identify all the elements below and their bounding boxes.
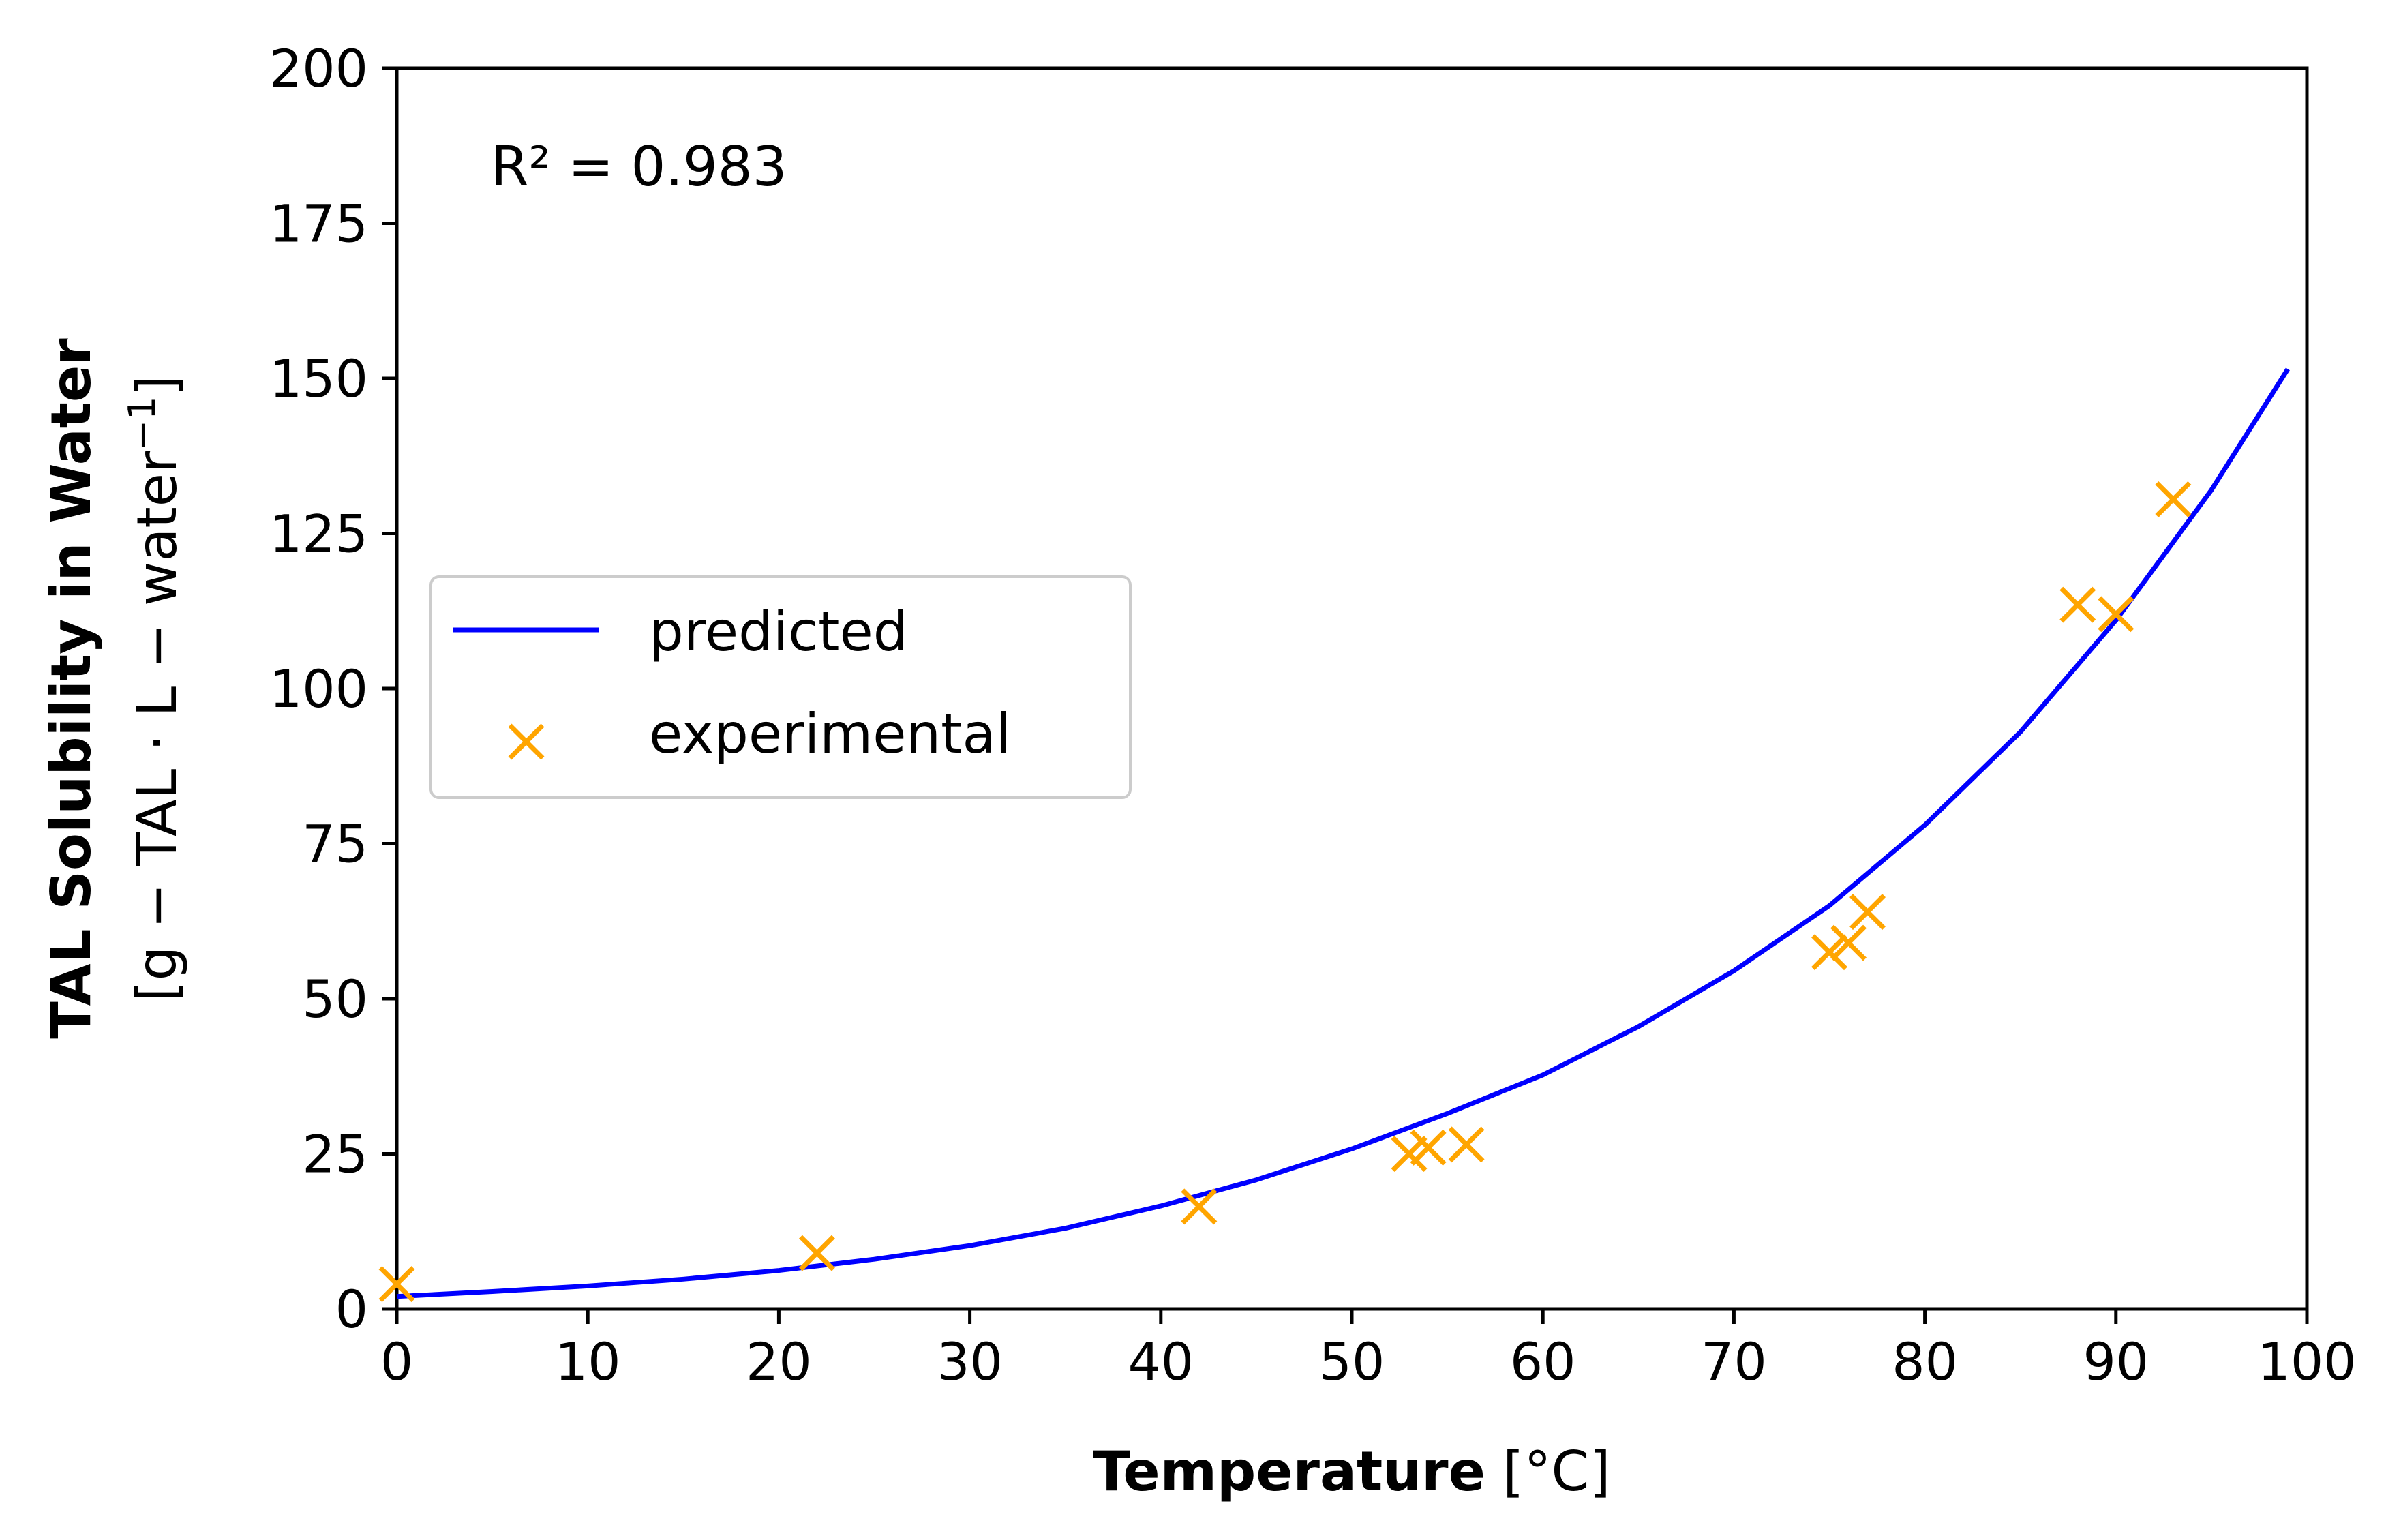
x-tick-label: 40: [1128, 1331, 1194, 1392]
y-tick-label: 50: [302, 969, 368, 1029]
x-tick-label: 0: [380, 1331, 413, 1392]
legend-box: [429, 575, 1132, 799]
x-axis-title-unit: [°C]: [1502, 1440, 1610, 1503]
x-tick-label: 50: [1319, 1331, 1385, 1392]
experimental-point: [2059, 586, 2096, 623]
y-axis-title: TAL Solubility in Water [g − TAL · L − w…: [40, 338, 189, 1039]
predicted-line: [396, 367, 2290, 1299]
y-tick-label: 200: [269, 38, 368, 99]
x-tick-label: 90: [2083, 1331, 2149, 1392]
experimental-point: [798, 1235, 835, 1271]
legend-label-experimental: experimental: [649, 702, 1011, 766]
r-squared-annotation: R² = 0.983: [491, 135, 787, 198]
experimental-point: [2155, 481, 2192, 517]
experimental-series: [378, 481, 2192, 1303]
experimental-point: [2098, 596, 2134, 633]
experimental-point: [1448, 1126, 1485, 1163]
x-tick-label: 20: [746, 1331, 812, 1392]
x-tick-label: 30: [937, 1331, 1003, 1392]
y-tick-label: 75: [302, 814, 368, 875]
x-axis-ticks: 0 10 20 30 40 50 60 70 80 90 100: [380, 1309, 2357, 1392]
x-axis-title: Temperature [°C]: [1093, 1440, 1610, 1503]
experimental-point: [1811, 934, 1847, 971]
y-tick-label: 100: [269, 659, 368, 719]
y-tick-label: 150: [269, 348, 368, 409]
x-axis-title-bold: Temperature: [1093, 1440, 1485, 1503]
legend-label-predicted: predicted: [649, 600, 908, 663]
experimental-point: [1830, 924, 1867, 961]
x-tick-label: 100: [2257, 1331, 2356, 1392]
predicted-series: [396, 367, 2290, 1299]
legend: predicted experimental: [429, 575, 1132, 799]
y-tick-label: 25: [302, 1124, 368, 1185]
y-axis-ticks: 0 25 50 75 100 125 150 175 200: [269, 38, 397, 1340]
experimental-point: [1181, 1188, 1218, 1225]
legend-x-marker: [508, 723, 545, 760]
x-tick-label: 80: [1892, 1331, 1958, 1392]
y-tick-label: 0: [335, 1279, 368, 1340]
y-tick-label: 175: [269, 194, 368, 254]
experimental-point: [1410, 1129, 1447, 1166]
y-axis-title-bold: TAL Solubility in Water: [40, 338, 103, 1039]
experimental-point: [378, 1266, 415, 1303]
y-axis-title-unit: [g − TAL · L − water−1]: [121, 375, 190, 1001]
x-tick-label: 70: [1701, 1331, 1767, 1392]
x-tick-label: 10: [555, 1331, 621, 1392]
experimental-point: [1849, 894, 1886, 931]
y-tick-label: 125: [269, 504, 368, 564]
experimental-point: [1391, 1136, 1428, 1172]
x-tick-label: 60: [1510, 1331, 1576, 1392]
